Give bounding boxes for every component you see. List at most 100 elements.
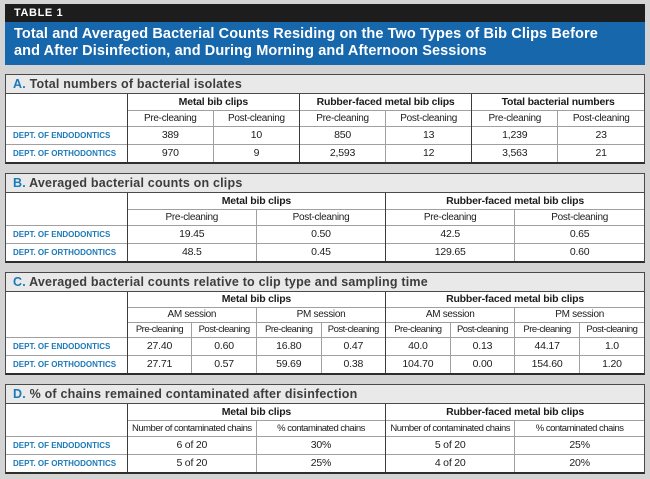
table-d: Metal bib clips Rubber-faced metal bib c…	[6, 404, 644, 472]
subcolumn-header: Pre-cleaning	[471, 109, 558, 126]
section-a-letter: A.	[13, 77, 26, 91]
column-group-header: Metal bib clips	[126, 292, 386, 307]
row-label: DEPT. OF ENDODONTICS	[6, 336, 128, 355]
section-d-letter: D.	[13, 387, 26, 401]
data-cell: 42.5	[385, 224, 515, 243]
session-header: PM session	[514, 306, 644, 322]
data-cell: 2,593	[298, 143, 386, 162]
subcolumn-header: Pre-cleaning	[126, 109, 214, 126]
corner-cell	[6, 404, 127, 436]
table-c: Metal bib clips Rubber-faced metal bib c…	[6, 292, 644, 373]
column-group-header: Rubber-faced metal bib clips	[385, 292, 644, 307]
data-cell: 13	[385, 125, 472, 144]
section-a-title-text: Total numbers of bacterial isolates	[29, 77, 242, 91]
column-group-header: Metal bib clips	[126, 193, 386, 209]
section-b-title: B. Averaged bacterial counts on clips	[6, 174, 644, 193]
row-label: DEPT. OF ORTHODONTICS	[6, 354, 128, 373]
data-cell: 0.00	[449, 354, 515, 373]
subcolumn-header: Pre-cleaning	[126, 208, 257, 225]
data-cell: 25%	[514, 435, 644, 454]
data-cell: 27.40	[126, 336, 192, 355]
row-label: DEPT. OF ORTHODONTICS	[6, 453, 128, 472]
subcolumn-header: Post-cleaning	[578, 321, 644, 337]
section-b-letter: B.	[13, 176, 26, 190]
section-a: A. Total numbers of bacterial isolates M…	[5, 74, 645, 164]
column-group-header: Rubber-faced metal bib clips	[385, 404, 644, 420]
column-group-header: Rubber-faced metal bib clips	[385, 193, 644, 209]
data-cell: 23	[557, 125, 644, 144]
column-group-header: Metal bib clips	[126, 404, 386, 420]
data-cell: 970	[126, 143, 214, 162]
section-b: B. Averaged bacterial counts on clips Me…	[5, 173, 645, 263]
data-cell: 6 of 20	[126, 435, 257, 454]
subcolumn-header: Post-cleaning	[449, 321, 515, 337]
section-b-title-text: Averaged bacterial counts on clips	[29, 176, 243, 190]
subcolumn-header: Post-cleaning	[514, 208, 644, 225]
table-row: DEPT. OF ORTHODONTICS 27.71 0.57 59.69 0…	[6, 354, 644, 373]
corner-cell	[6, 193, 127, 225]
data-cell: 0.50	[255, 224, 386, 243]
data-cell: 10	[212, 125, 300, 144]
data-cell: 4 of 20	[385, 453, 515, 472]
subcolumn-header: Number of contaminated chains	[126, 419, 257, 436]
subcolumn-header: Pre-cleaning	[385, 208, 515, 225]
table-row: DEPT. OF ENDODONTICS 389 10 850 13 1,239…	[6, 125, 644, 144]
subcolumn-header: Post-cleaning	[320, 321, 386, 337]
data-cell: 59.69	[255, 354, 321, 373]
session-header: AM session	[385, 306, 515, 322]
section-c-title-text: Averaged bacterial counts relative to cl…	[29, 275, 428, 289]
data-cell: 40.0	[385, 336, 451, 355]
section-c-letter: C.	[13, 275, 26, 289]
table-label: TABLE 1	[14, 7, 64, 19]
subcolumn-header: Post-cleaning	[385, 109, 472, 126]
data-cell: 19.45	[126, 224, 257, 243]
data-cell: 12	[385, 143, 472, 162]
subcolumn-header: Number of contaminated chains	[385, 419, 515, 436]
data-cell: 0.65	[514, 224, 644, 243]
subcolumn-header: Post-cleaning	[255, 208, 386, 225]
session-header: AM session	[126, 306, 257, 322]
data-cell: 27.71	[126, 354, 192, 373]
data-cell: 0.45	[255, 242, 386, 261]
table-row: DEPT. OF ORTHODONTICS 970 9 2,593 12 3,5…	[6, 143, 644, 162]
data-cell: 154.60	[514, 354, 580, 373]
session-header: PM session	[255, 306, 386, 322]
table-row: DEPT. OF ENDODONTICS 19.45 0.50 42.5 0.6…	[6, 224, 644, 243]
subcolumn-header: Post-cleaning	[212, 109, 300, 126]
column-group-header: Rubber-faced metal bib clips	[298, 94, 472, 110]
subcolumn-header: Pre-cleaning	[514, 321, 580, 337]
data-cell: 0.13	[449, 336, 515, 355]
data-cell: 0.47	[320, 336, 386, 355]
table-row: DEPT. OF ORTHODONTICS 48.5 0.45 129.65 0…	[6, 242, 644, 261]
table-title: Total and Averaged Bacterial Counts Resi…	[14, 26, 598, 59]
table-row: DEPT. OF ENDODONTICS 6 of 20 30% 5 of 20…	[6, 435, 644, 454]
data-cell: 30%	[255, 435, 386, 454]
subcolumn-header: Pre-cleaning	[298, 109, 386, 126]
subcolumn-header: Pre-cleaning	[255, 321, 321, 337]
section-c: C. Averaged bacterial counts relative to…	[5, 272, 645, 375]
data-cell: 1.0	[578, 336, 644, 355]
section-c-title: C. Averaged bacterial counts relative to…	[6, 273, 644, 292]
column-group-header: Metal bib clips	[126, 94, 300, 110]
row-label: DEPT. OF ORTHODONTICS	[6, 242, 128, 261]
table-a: Metal bib clips Rubber-faced metal bib c…	[6, 94, 644, 162]
table-b: Metal bib clips Rubber-faced metal bib c…	[6, 193, 644, 261]
table-row: DEPT. OF ENDODONTICS 27.40 0.60 16.80 0.…	[6, 336, 644, 355]
data-cell: 44.17	[514, 336, 580, 355]
data-cell: 48.5	[126, 242, 257, 261]
row-label: DEPT. OF ENDODONTICS	[6, 224, 128, 243]
data-cell: 129.65	[385, 242, 515, 261]
column-group-header: Total bacterial numbers	[471, 94, 644, 110]
table-title-banner: Total and Averaged Bacterial Counts Resi…	[5, 22, 645, 65]
data-cell: 0.38	[320, 354, 386, 373]
subcolumn-header: Post-cleaning	[191, 321, 257, 337]
data-cell: 5 of 20	[385, 435, 515, 454]
subcolumn-header: Pre-cleaning	[385, 321, 451, 337]
data-cell: 0.60	[514, 242, 644, 261]
data-cell: 21	[557, 143, 644, 162]
data-cell: 16.80	[255, 336, 321, 355]
row-label: DEPT. OF ENDODONTICS	[6, 435, 128, 454]
data-cell: 850	[298, 125, 386, 144]
data-cell: 1.20	[578, 354, 644, 373]
